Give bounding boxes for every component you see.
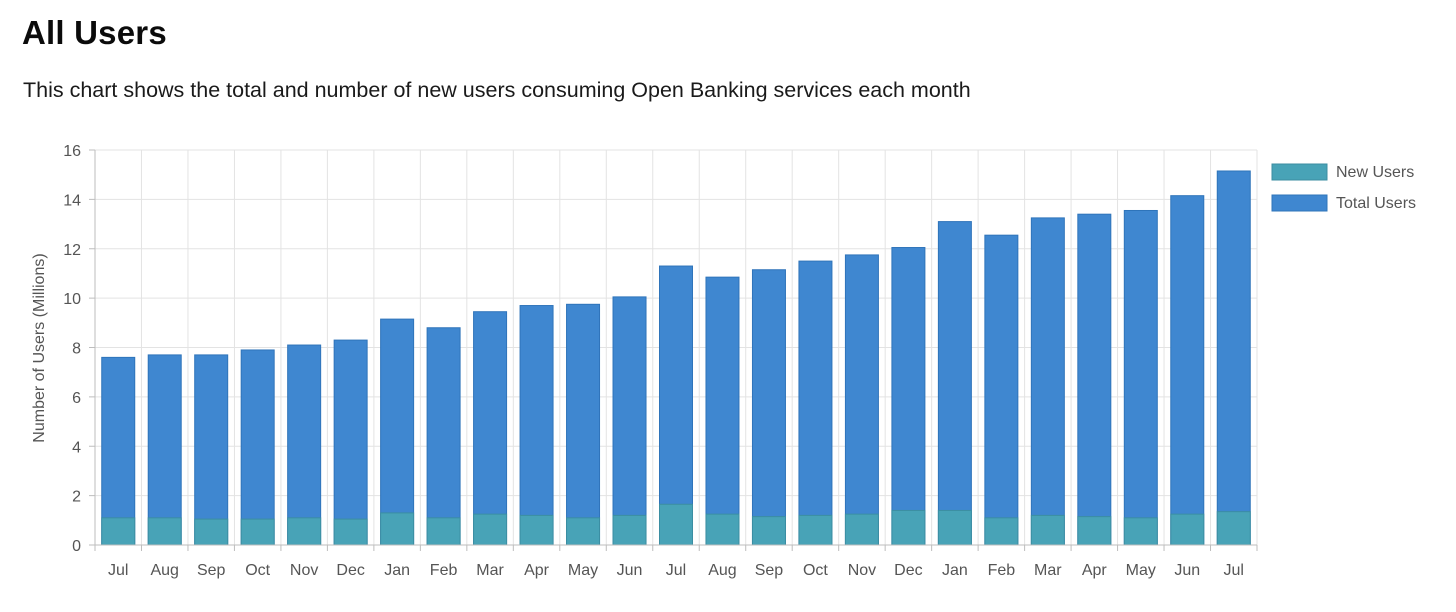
y-tick-label: 8	[72, 341, 81, 358]
x-tick-label: Oct	[803, 562, 828, 579]
bar-total-users	[705, 276, 740, 546]
bar-total-users	[287, 344, 322, 546]
bar-total-users	[659, 265, 693, 546]
legend-swatch	[1271, 194, 1328, 212]
x-tick-label: Aug	[150, 562, 178, 579]
bar-new-users	[333, 518, 368, 546]
x-tick-label: Nov	[290, 562, 318, 579]
bar-new-users	[287, 517, 322, 546]
x-tick-label: Sep	[197, 562, 226, 579]
legend-label: New Users	[1336, 164, 1414, 181]
bar-new-users	[1170, 513, 1205, 546]
bar-total-users	[1030, 217, 1065, 546]
x-tick-label: Dec	[336, 562, 364, 579]
y-tick-label: 12	[63, 242, 81, 259]
bar-total-users	[101, 356, 136, 546]
x-tick-label: Mar	[476, 562, 504, 579]
bar-total-users	[473, 311, 508, 546]
y-axis-title: Number of Users (Millions)	[31, 253, 48, 442]
bar-total-users	[891, 247, 926, 546]
x-tick-label: Nov	[848, 562, 876, 579]
bar-total-users	[147, 354, 182, 546]
bar-new-users	[240, 518, 275, 546]
bar-new-users	[705, 513, 740, 546]
bar-total-users	[937, 221, 972, 546]
x-tick-label: Jun	[1174, 562, 1200, 579]
bar-new-users	[612, 514, 647, 546]
bar-total-users	[984, 234, 1019, 546]
legend-swatch	[1271, 163, 1328, 181]
bar-new-users	[519, 514, 554, 546]
y-tick-label: 0	[72, 538, 81, 555]
chart-legend: New Users Total Users	[1271, 163, 1416, 212]
bar-new-users	[380, 512, 415, 546]
bar-total-users	[751, 269, 786, 546]
bar-new-users	[194, 518, 229, 546]
y-tick-label: 16	[63, 143, 81, 160]
x-tick-label: Feb	[988, 562, 1016, 579]
bar-new-users	[1077, 516, 1112, 546]
bar-total-users	[333, 339, 368, 546]
x-tick-label: Mar	[1034, 562, 1062, 579]
bar-new-users	[1123, 517, 1158, 546]
bar-new-users	[101, 517, 136, 546]
page-subtitle: This chart shows the total and number of…	[23, 78, 971, 102]
bar-total-users	[844, 254, 879, 546]
x-tick-label: Feb	[430, 562, 458, 579]
x-tick-label: Dec	[894, 562, 922, 579]
legend-label: Total Users	[1336, 195, 1416, 212]
bar-new-users	[1216, 511, 1251, 546]
bar-total-users	[194, 354, 229, 546]
bar-new-users	[798, 514, 833, 546]
bar-total-users	[566, 303, 601, 546]
x-tick-label: Aug	[708, 562, 736, 579]
bar-total-users	[519, 305, 554, 546]
page-title: All Users	[22, 14, 167, 51]
x-tick-label: Jun	[617, 562, 643, 579]
bar-new-users	[844, 513, 879, 546]
x-tick-label: May	[1126, 562, 1156, 579]
x-tick-label: Sep	[755, 562, 784, 579]
x-tick-label: May	[568, 562, 598, 579]
bar-total-users	[1077, 213, 1112, 546]
bar-total-users	[798, 260, 833, 546]
bar-new-users	[751, 516, 786, 546]
x-tick-label: Jan	[942, 562, 968, 579]
y-tick-label: 10	[63, 291, 81, 308]
chart-tick-labels: 0 2 4 6 8 10 12 14 16 Jul Aug Sep Oct Nov Dec Jan Feb Mar…	[63, 143, 1244, 579]
bar-total-users	[612, 296, 647, 546]
chart-axes	[89, 149, 1258, 551]
x-tick-label: Jul	[108, 562, 128, 579]
x-tick-label: Jul	[666, 562, 686, 579]
y-tick-label: 14	[63, 192, 81, 209]
y-tick-label: 6	[72, 390, 81, 407]
bar-new-users	[937, 509, 972, 546]
bar-new-users	[147, 517, 182, 546]
x-tick-label: Apr	[524, 562, 550, 579]
chart-bars	[101, 170, 1251, 546]
x-tick-label: Jul	[1224, 562, 1244, 579]
bar-total-users	[380, 318, 415, 546]
bar-total-users	[1123, 209, 1158, 546]
y-tick-label: 4	[72, 439, 81, 456]
x-tick-label: Oct	[245, 562, 270, 579]
bar-new-users	[473, 513, 508, 546]
bar-new-users	[891, 509, 926, 546]
bar-new-users	[426, 517, 461, 546]
bar-total-users	[240, 349, 275, 546]
x-tick-label: Jan	[384, 562, 410, 579]
x-tick-label: Apr	[1082, 562, 1108, 579]
y-tick-label: 2	[72, 489, 81, 506]
bar-new-users	[984, 517, 1019, 546]
bar-total-users	[1170, 195, 1205, 546]
bar-new-users	[1030, 514, 1065, 546]
bar-new-users	[566, 517, 601, 546]
bar-total-users	[1216, 170, 1251, 546]
bar-new-users	[659, 503, 693, 546]
bar-total-users	[426, 327, 461, 546]
